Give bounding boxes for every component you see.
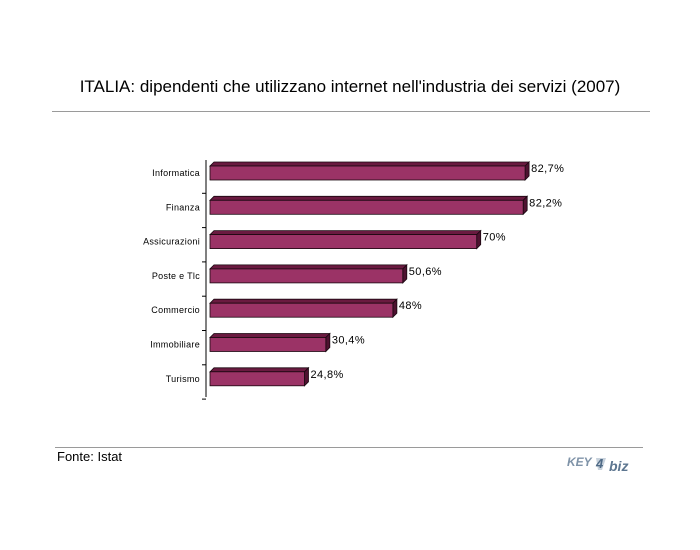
top-divider [52,111,650,112]
bar [209,302,394,318]
category-label: Informatica [152,168,200,178]
category-label: Turismo [166,374,200,384]
brand-part-3: biz [609,458,628,474]
data-label: 70% [483,232,506,244]
data-label: 48% [399,300,422,312]
bar [209,268,404,284]
chart-title: ITALIA: dipendenti che utilizzano intern… [79,77,621,96]
brand-part-1: KEY [567,455,593,469]
bar [209,199,524,215]
data-label: 50,6% [409,266,442,278]
data-label: 82,2% [529,197,562,209]
data-label: 30,4% [332,335,365,347]
bar-top-face [209,264,408,270]
category-label: Immobiliare [150,340,200,350]
category-label: Finanza [166,202,200,212]
category-label: Poste e Tlc [152,271,200,281]
brand-part-2: 4 [595,456,604,471]
bar [209,234,478,250]
bar-top-face [209,367,310,373]
bar-top-face [209,161,531,167]
bar-top-face [209,333,331,338]
bar [209,165,526,181]
source-note: Fonte: Istat [57,449,123,464]
bar-top-face [209,298,398,304]
bottom-divider [55,447,643,448]
data-label: 82,7% [531,163,564,175]
category-label: Assicurazioni [143,237,200,247]
bar-top-face [209,230,482,236]
bar [209,337,327,352]
data-label: 24,8% [310,369,343,381]
key4biz-logo: KEY 4 biz [567,455,628,474]
bar-top-face [209,195,529,201]
bar [209,371,305,387]
category-label: Commercio [151,305,200,315]
